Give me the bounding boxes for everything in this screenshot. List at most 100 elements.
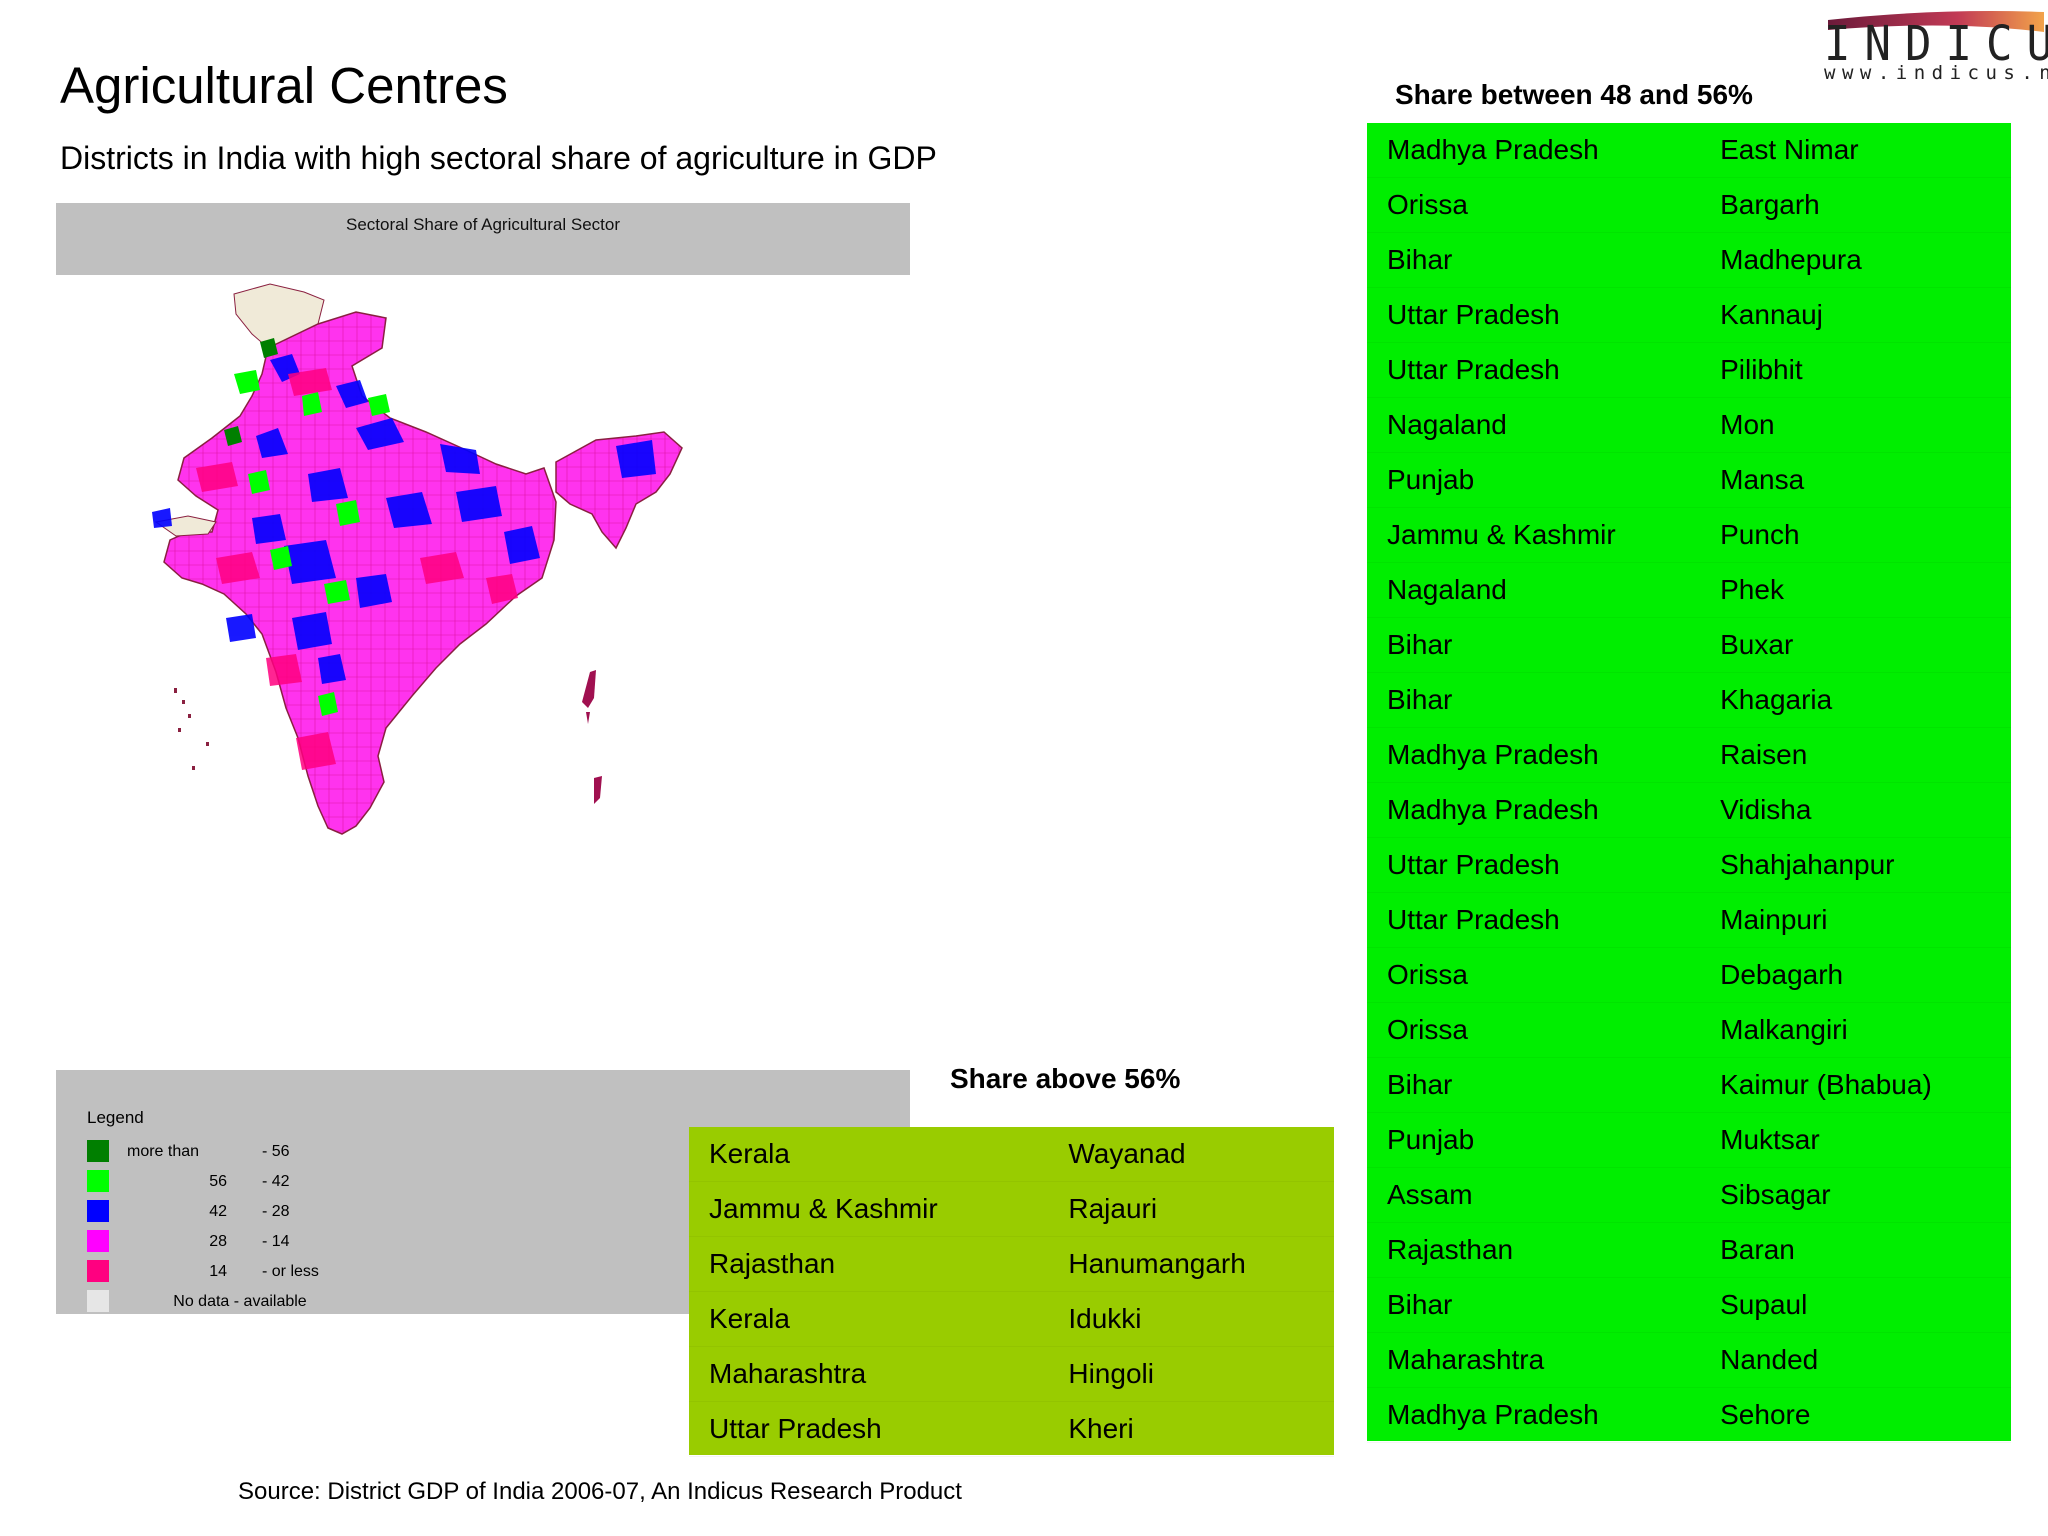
district-cell: Raisen [1701,727,2011,783]
district-patches-blue [152,354,656,684]
district-cell: Hingoli [1049,1346,1334,1402]
page-subtitle: Districts in India with high sectoral sh… [60,140,937,176]
legend-no-data-label: No data - available [173,1293,307,1310]
state-cell: Uttar Pradesh [1367,287,1702,343]
table-row: Punjab Mansa [1367,452,2011,508]
table-row: Bihar Buxar [1367,617,2011,673]
district-cell: Supaul [1701,1277,2011,1333]
table-above-body: Kerala Wayanad Jammu & Kashmir Rajauri Rajas… [689,1127,1334,1457]
district-cell: Mansa [1701,452,2011,508]
legend-range-from: 56 [209,1173,227,1190]
district-cell: Kheri [1049,1401,1334,1457]
district-cell: Khagaria [1701,672,2011,728]
table-row: Uttar Pradesh Kheri [689,1401,1334,1457]
table-row: Rajasthan Baran [1367,1222,2011,1278]
table-row: Orissa Debagarh [1367,947,2011,1003]
table-row: Nagaland Phek [1367,562,2011,618]
table-share-above-56: Kerala Wayanad Jammu & Kashmir Rajauri Rajas… [689,1127,1334,1457]
district-cell: Buxar [1701,617,2011,673]
table-row: Assam Sibsagar [1367,1167,2011,1223]
district-cell: Bargarh [1701,177,2011,233]
district-cell: Mainpuri [1701,892,2011,948]
legend-range-to: - 28 [262,1203,290,1220]
table-row: Jammu & Kashmir Rajauri [689,1181,1334,1237]
table-row: Bihar Madhepura [1367,232,2011,288]
legend-swatch [87,1140,109,1162]
table-row: Orissa Bargarh [1367,177,2011,233]
table-row: Jammu & Kashmir Punch [1367,507,2011,563]
legend-title: Legend [87,1108,144,1127]
table-row: Orissa Malkangiri [1367,1002,2011,1058]
district-cell: Baran [1701,1222,2011,1278]
state-cell: Rajasthan [689,1236,1050,1292]
map-header-title: Sectoral Share of Agricultural Sector [345,215,621,234]
table-share-48-56: Madhya Pradesh East Nimar Orissa Bargarh Bih… [1367,123,2011,1443]
table-row: Nagaland Mon [1367,397,2011,453]
legend-range-from: 28 [209,1233,227,1250]
district-cell: Wayanad [1049,1127,1334,1182]
map-drawing [152,283,683,835]
district-cell: Vidisha [1701,782,2011,838]
legend-swatch [87,1260,109,1282]
table-row: Maharashtra Hingoli [689,1346,1334,1402]
table-row: Madhya Pradesh Sehore [1367,1387,2011,1443]
state-cell: Nagaland [1367,397,1702,453]
table-above-title: Share above 56% [950,1063,1181,1094]
state-cell: Bihar [1367,1057,1702,1113]
table-row: Bihar Kaimur (Bhabua) [1367,1057,2011,1113]
legend-range-from: 14 [209,1263,227,1280]
state-cell: Orissa [1367,947,1702,1003]
district-cell: Rajauri [1049,1181,1334,1237]
table-between-body: Madhya Pradesh East Nimar Orissa Bargarh Bih… [1367,123,2011,1443]
table-row: Uttar Pradesh Shahjahanpur [1367,837,2011,893]
legend-range-from: more than [127,1143,200,1160]
table-row: Bihar Supaul [1367,1277,2011,1333]
page-title: Agricultural Centres [60,57,508,114]
table-row: Madhya Pradesh East Nimar [1367,123,2011,178]
lakshadweep-islands [174,688,209,770]
state-cell: Kerala [689,1291,1050,1347]
table-row: Kerala Wayanad [689,1127,1334,1182]
table-row: Uttar Pradesh Pilibhit [1367,342,2011,398]
district-cell: Kannauj [1701,287,2011,343]
district-cell: Muktsar [1701,1112,2011,1168]
table-row: Rajasthan Hanumangarh [689,1236,1334,1292]
state-cell: Orissa [1367,1002,1702,1058]
district-cell: Debagarh [1701,947,2011,1003]
state-cell: Assam [1367,1167,1702,1223]
district-cell: Sehore [1701,1387,2011,1443]
legend-swatch [87,1200,109,1222]
table-between-title: Share between 48 and 56% [1395,79,1753,110]
state-cell: Jammu & Kashmir [1367,507,1702,563]
district-cell: Nanded [1701,1332,2011,1388]
state-cell: Maharashtra [1367,1332,1702,1388]
district-cell: Hanumangarh [1049,1236,1334,1292]
state-cell: Uttar Pradesh [689,1401,1050,1457]
state-cell: Jammu & Kashmir [689,1181,1050,1237]
legend-range-to: - 42 [262,1173,290,1190]
state-cell: Punjab [1367,1112,1702,1168]
indicus-logo: INDICUS www.indicus.net [1818,6,2048,90]
state-cell: Rajasthan [1367,1222,1702,1278]
legend-swatch [87,1290,109,1312]
andaman-islands [582,670,602,804]
legend-range-from: 42 [209,1203,227,1220]
legend-swatch [87,1170,109,1192]
state-cell: Orissa [1367,177,1702,233]
legend-range-to: - 56 [262,1143,290,1160]
state-cell: Bihar [1367,232,1702,288]
district-patches-darkgreen [224,338,278,446]
state-cell: Uttar Pradesh [1367,892,1702,948]
table-row: Maharashtra Nanded [1367,1332,2011,1388]
district-cell: Idukki [1049,1291,1334,1347]
district-cell: Mon [1701,397,2011,453]
map-header-bar: Sectoral Share of Agricultural Sector [56,203,910,275]
district-cell: Pilibhit [1701,342,2011,398]
legend-range-to: - 14 [262,1233,290,1250]
table-row: Kerala Idukki [689,1291,1334,1347]
district-cell: Madhepura [1701,232,2011,288]
legend-range-to: - or less [262,1263,319,1280]
state-cell: Kerala [689,1127,1050,1182]
table-row: Madhya Pradesh Raisen [1367,727,2011,783]
table-row: Bihar Khagaria [1367,672,2011,728]
